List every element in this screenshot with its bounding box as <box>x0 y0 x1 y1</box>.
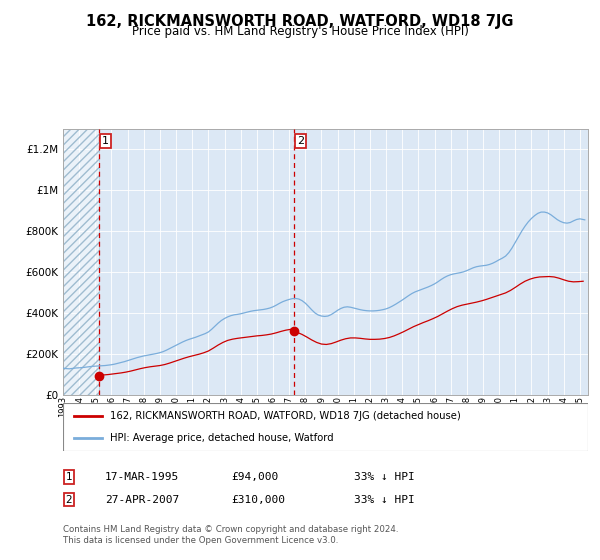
Text: 1: 1 <box>101 136 109 146</box>
Text: 2: 2 <box>297 136 304 146</box>
Bar <box>63 129 98 395</box>
FancyBboxPatch shape <box>63 403 588 451</box>
Text: £310,000: £310,000 <box>231 494 285 505</box>
Text: 162, RICKMANSWORTH ROAD, WATFORD, WD18 7JG: 162, RICKMANSWORTH ROAD, WATFORD, WD18 7… <box>86 14 514 29</box>
Text: Contains HM Land Registry data © Crown copyright and database right 2024.
This d: Contains HM Land Registry data © Crown c… <box>63 525 398 545</box>
Text: 33% ↓ HPI: 33% ↓ HPI <box>354 472 415 482</box>
Text: 2: 2 <box>65 494 73 505</box>
Text: Price paid vs. HM Land Registry's House Price Index (HPI): Price paid vs. HM Land Registry's House … <box>131 25 469 38</box>
Text: HPI: Average price, detached house, Watford: HPI: Average price, detached house, Watf… <box>110 433 334 443</box>
Text: 162, RICKMANSWORTH ROAD, WATFORD, WD18 7JG (detached house): 162, RICKMANSWORTH ROAD, WATFORD, WD18 7… <box>110 411 461 421</box>
Text: £94,000: £94,000 <box>231 472 278 482</box>
Text: 33% ↓ HPI: 33% ↓ HPI <box>354 494 415 505</box>
Text: 27-APR-2007: 27-APR-2007 <box>105 494 179 505</box>
Text: 17-MAR-1995: 17-MAR-1995 <box>105 472 179 482</box>
Bar <box>63 129 98 395</box>
Text: 1: 1 <box>65 472 73 482</box>
